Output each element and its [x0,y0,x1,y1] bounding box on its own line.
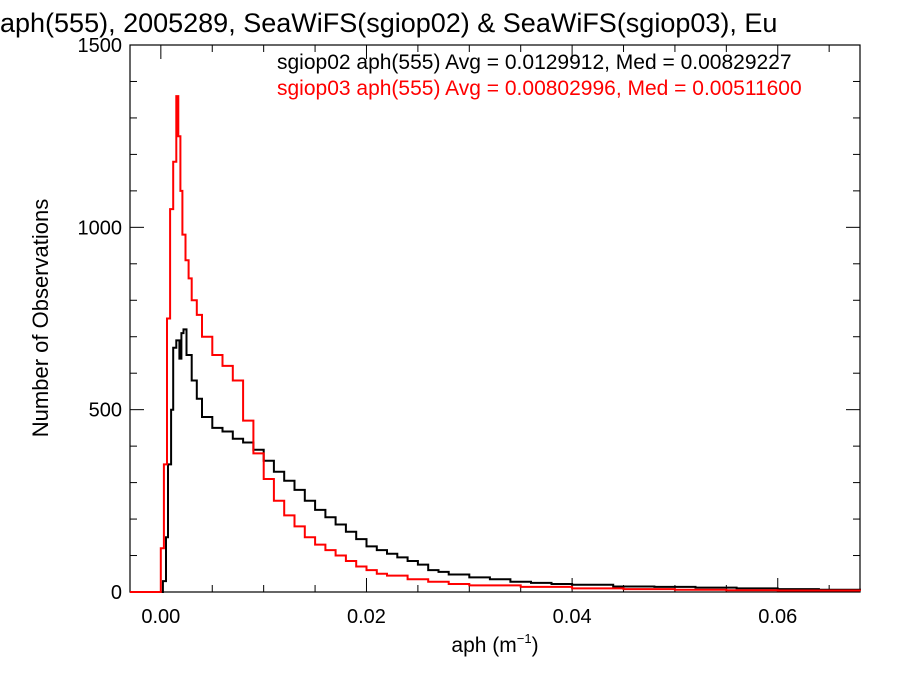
legend-entry-sgiop03: sgiop03 aph(555) Avg = 0.00802996, Med =… [277,77,802,100]
y-tick-label: 1500 [78,35,123,57]
x-tick-label: 0.06 [758,606,797,628]
y-axis-label: Number of Observations [28,199,53,437]
x-tick-label: 0.00 [141,606,180,628]
y-tick-label: 0 [111,582,122,604]
x-tick-label: 0.04 [553,606,592,628]
chart-title: aph(555), 2005289, SeaWiFS(sgiop02) & Se… [0,8,777,38]
x-axis-label: aph (m−1) [451,631,538,657]
plot-frame [129,44,861,593]
series-line-sgiop02 [130,328,861,593]
legend-entry-sgiop02: sgiop02 aph(555) Avg = 0.0129912, Med = … [277,51,792,74]
series-line-sgiop03 [130,95,861,593]
y-tick-label: 500 [89,400,122,422]
x-tick-label: 0.02 [347,606,386,628]
tick-labels: 0.00 0.02 0.04 0.06 0 500 1000 1500 [78,35,798,628]
y-tick-label: 1000 [78,217,123,239]
x-axis-label-close: ) [532,634,539,657]
axis-ticks [130,44,860,593]
x-axis-label-base: aph (m [451,634,516,657]
x-axis-label-exponent: −1 [517,631,532,646]
series-lines [130,95,861,593]
